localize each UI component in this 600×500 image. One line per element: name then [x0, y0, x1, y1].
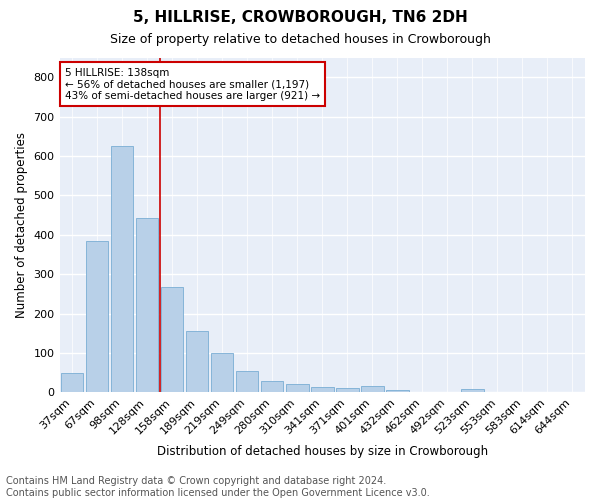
- Bar: [461, 389, 484, 392]
- Bar: [111, 146, 133, 392]
- Bar: [361, 386, 383, 392]
- Text: Size of property relative to detached houses in Crowborough: Size of property relative to detached ho…: [110, 32, 490, 46]
- X-axis label: Distribution of detached houses by size in Crowborough: Distribution of detached houses by size …: [157, 444, 488, 458]
- Text: Contains HM Land Registry data © Crown copyright and database right 2024.
Contai: Contains HM Land Registry data © Crown c…: [6, 476, 430, 498]
- Bar: [86, 240, 109, 392]
- Bar: [311, 387, 334, 392]
- Bar: [211, 353, 233, 393]
- Bar: [136, 218, 158, 392]
- Bar: [186, 332, 208, 392]
- Text: 5 HILLRISE: 138sqm
← 56% of detached houses are smaller (1,197)
43% of semi-deta: 5 HILLRISE: 138sqm ← 56% of detached hou…: [65, 68, 320, 100]
- Bar: [386, 390, 409, 392]
- Bar: [236, 372, 259, 392]
- Bar: [161, 287, 184, 393]
- Text: 5, HILLRISE, CROWBOROUGH, TN6 2DH: 5, HILLRISE, CROWBOROUGH, TN6 2DH: [133, 10, 467, 25]
- Bar: [336, 388, 359, 392]
- Bar: [261, 382, 283, 392]
- Bar: [61, 374, 83, 392]
- Bar: [286, 384, 308, 392]
- Y-axis label: Number of detached properties: Number of detached properties: [15, 132, 28, 318]
